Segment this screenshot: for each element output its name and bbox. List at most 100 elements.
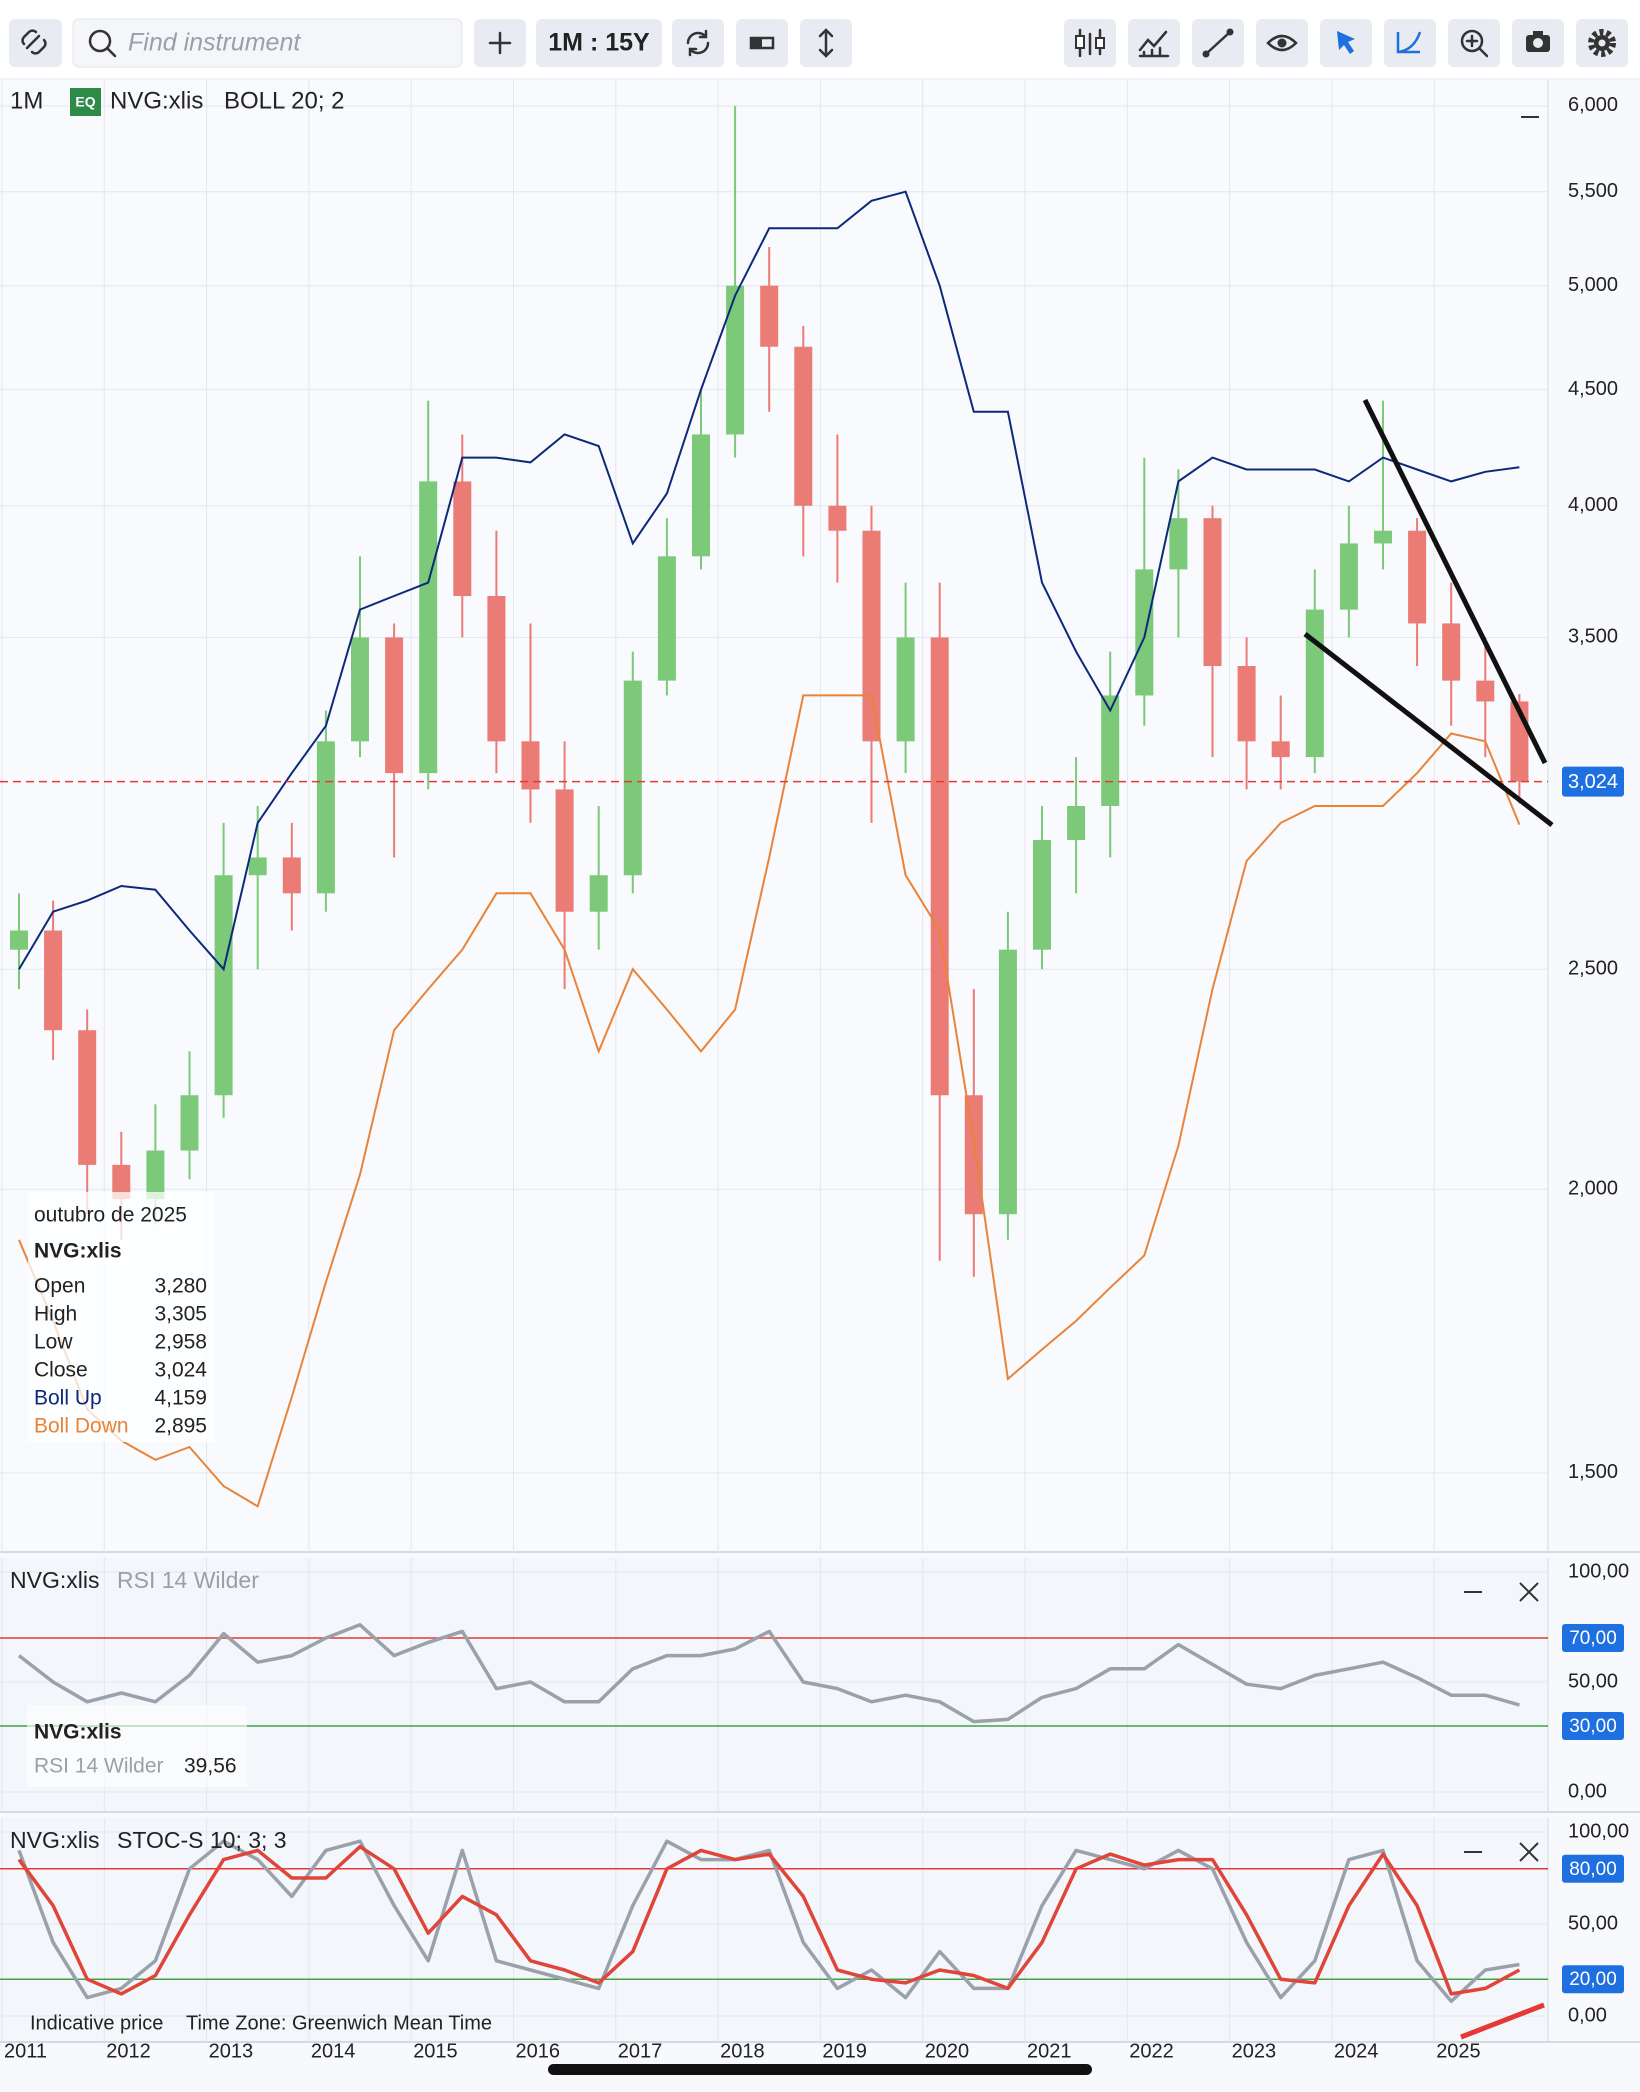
candle-body bbox=[1374, 530, 1392, 544]
candle-body bbox=[1203, 518, 1222, 667]
x-tick-label: 2020 bbox=[925, 2040, 970, 2062]
trend-line bbox=[1362, 398, 1548, 765]
candle-body bbox=[1476, 680, 1495, 702]
instrument: NVG:xlis bbox=[110, 87, 203, 114]
y-tick-label: 1,500 bbox=[1568, 1461, 1618, 1483]
candle-body bbox=[1305, 609, 1324, 758]
info-label: Boll Up bbox=[34, 1387, 102, 1410]
candle-body bbox=[896, 637, 915, 742]
toolbar: Find instrument 1M : 15Y bbox=[0, 0, 1640, 80]
settings-button[interactable] bbox=[1576, 19, 1628, 67]
home-indicator bbox=[548, 2064, 1092, 2075]
candle-body bbox=[453, 481, 472, 597]
info-value: 3,024 bbox=[154, 1359, 207, 1382]
interval: 1M bbox=[10, 87, 43, 114]
cursor-button[interactable] bbox=[1320, 19, 1372, 67]
pane-bg bbox=[0, 1818, 1548, 2042]
candle-body bbox=[828, 505, 847, 531]
y-tick-label: 3,500 bbox=[1568, 626, 1618, 648]
snapshot-button[interactable] bbox=[1512, 19, 1564, 67]
layout-button[interactable] bbox=[736, 19, 788, 67]
link-button[interactable] bbox=[9, 19, 62, 67]
period-label: 1M : 15Y bbox=[548, 29, 650, 57]
candle-body bbox=[521, 741, 540, 790]
info-label: High bbox=[34, 1303, 77, 1326]
candle-body bbox=[1169, 518, 1188, 570]
indicators-button[interactable] bbox=[1128, 19, 1180, 67]
info-instrument: NVG:xlis bbox=[34, 1240, 122, 1263]
badge: EQ bbox=[75, 94, 95, 110]
candle-body bbox=[1442, 623, 1461, 681]
info-value: 4,159 bbox=[154, 1387, 207, 1410]
y-tick-label: 100,00 bbox=[1568, 1820, 1629, 1842]
candle-body bbox=[112, 1164, 131, 1200]
candle-body bbox=[487, 596, 506, 742]
candle-body bbox=[419, 481, 438, 774]
level-box bbox=[1562, 1965, 1624, 1994]
search-placeholder: Find instrument bbox=[128, 29, 301, 57]
candle-body bbox=[282, 857, 301, 894]
candle-body bbox=[248, 857, 267, 876]
candle-body bbox=[1408, 530, 1427, 624]
candle-body bbox=[1101, 695, 1120, 806]
candle-body bbox=[555, 789, 574, 912]
trend-line bbox=[1460, 2002, 1545, 2040]
info-box bbox=[28, 1192, 214, 1442]
candle-body bbox=[1237, 666, 1256, 742]
x-tick-label: 2022 bbox=[1129, 2040, 1174, 2062]
info-label: Close bbox=[34, 1359, 88, 1382]
visibility-button[interactable] bbox=[1256, 19, 1308, 67]
scale-button[interactable] bbox=[800, 19, 852, 67]
candle-body bbox=[862, 530, 881, 742]
candle-body bbox=[930, 637, 949, 1096]
trend-line bbox=[1303, 632, 1554, 827]
y-tick-label: 6,000 bbox=[1568, 94, 1618, 116]
candle-body bbox=[78, 1030, 97, 1165]
candle-body bbox=[1033, 840, 1051, 950]
candle-body bbox=[623, 680, 642, 876]
pane-title: NVG:xlis bbox=[10, 1827, 99, 1853]
y-tick-label: 50,00 bbox=[1568, 1670, 1618, 1692]
candle-body bbox=[964, 1095, 983, 1215]
magnet-button[interactable] bbox=[1384, 19, 1436, 67]
indicator-line bbox=[17, 1839, 1520, 2004]
candle-body bbox=[1339, 543, 1358, 610]
candle-body bbox=[998, 949, 1017, 1215]
candle-body bbox=[657, 556, 676, 681]
info-value: 3,280 bbox=[154, 1275, 207, 1298]
chart-type-button[interactable] bbox=[1064, 19, 1116, 67]
x-tick-label: 2011 bbox=[4, 2040, 47, 2062]
x-tick-label: 2013 bbox=[209, 2040, 254, 2062]
x-tick-label: 2025 bbox=[1436, 2040, 1481, 2062]
x-tick-label: 2015 bbox=[413, 2040, 458, 2062]
info-date: outubro de 2025 bbox=[34, 1204, 187, 1227]
last-price-box bbox=[1562, 766, 1624, 797]
candle-body bbox=[1135, 569, 1154, 696]
rsi-close[interactable] bbox=[1519, 1582, 1539, 1602]
x-tick-label: 2017 bbox=[618, 2040, 663, 2062]
indicator-line bbox=[17, 1844, 1521, 1996]
y-tick-label: 5,500 bbox=[1568, 180, 1618, 202]
x-tick-label: 2014 bbox=[311, 2040, 356, 2062]
candle-body bbox=[214, 875, 233, 1096]
y-tick-label: 0,00 bbox=[1568, 2004, 1607, 2026]
add-button[interactable] bbox=[474, 19, 526, 67]
y-tick-label: 2,500 bbox=[1568, 957, 1618, 979]
y-tick-label: 100,00 bbox=[1568, 1560, 1629, 1582]
y-tick-label: 4,500 bbox=[1568, 378, 1618, 400]
refresh-button[interactable] bbox=[672, 19, 724, 67]
candle-body bbox=[351, 637, 369, 742]
level-box bbox=[1562, 1854, 1624, 1883]
candle-body bbox=[316, 741, 335, 894]
indicator-line bbox=[17, 1623, 1520, 1724]
stoch-close[interactable] bbox=[1519, 1842, 1539, 1862]
draw-button[interactable] bbox=[1192, 19, 1244, 67]
candle-body bbox=[1271, 741, 1290, 758]
zoom-button[interactable] bbox=[1448, 19, 1500, 67]
x-tick-label: 2019 bbox=[822, 2040, 867, 2062]
search-box[interactable]: Find instrument bbox=[72, 18, 463, 68]
study: BOLL 20; 2 bbox=[224, 87, 345, 114]
level-label: 70,00 bbox=[1569, 1628, 1617, 1649]
period-button[interactable]: 1M : 15Y bbox=[536, 19, 662, 67]
info-instrument: NVG:xlis bbox=[34, 1721, 122, 1744]
